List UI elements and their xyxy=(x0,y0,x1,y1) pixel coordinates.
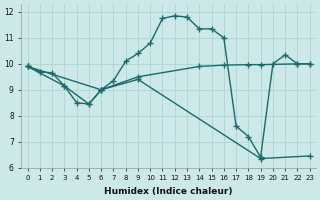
X-axis label: Humidex (Indice chaleur): Humidex (Indice chaleur) xyxy=(104,187,233,196)
